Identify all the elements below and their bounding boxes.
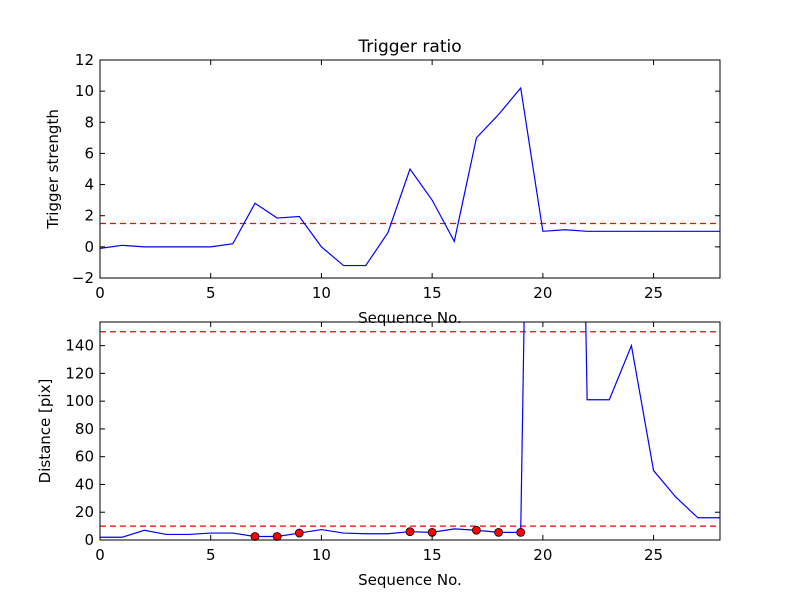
chart-2-data-point xyxy=(294,528,304,538)
chart-1-x-tick-label: 10 xyxy=(312,284,331,302)
chart-2-y-tick-label: 120 xyxy=(65,364,94,382)
chart-1-x-tick-label: 15 xyxy=(423,284,442,302)
chart-2-x-tick-label: 10 xyxy=(312,546,331,564)
chart-1-y-tick-label: 0 xyxy=(84,238,94,256)
chart-1-y-tick-label: 2 xyxy=(84,207,94,225)
chart-1-x-tick-label: 25 xyxy=(644,284,663,302)
chart-2-data-point xyxy=(516,527,526,537)
chart-2-y-tick-label: 40 xyxy=(75,475,94,493)
chart-2-frame xyxy=(99,321,721,541)
chart-1-y-tick-label: 6 xyxy=(84,144,94,162)
chart-2-x-tick-label: 5 xyxy=(206,546,216,564)
chart-2-x-tick-label: 20 xyxy=(533,546,552,564)
chart-2-ylabel: Distance [pix] xyxy=(36,379,54,484)
chart-2-x-tick-label: 25 xyxy=(644,546,663,564)
chart-2-data-point xyxy=(472,525,481,535)
chart-2-xlabel: Sequence No. xyxy=(358,571,462,589)
chart-1-y-tick-label: 4 xyxy=(84,176,94,194)
chart-2-plot-area xyxy=(100,322,720,538)
chart-2-y-tick-label: 100 xyxy=(65,392,94,410)
chart-2-y-tick-label: 80 xyxy=(75,420,94,438)
chart-2-data-point xyxy=(494,527,503,537)
chart-2-x-tick-label: 0 xyxy=(95,546,105,564)
chart-1-y-tick-label: 12 xyxy=(75,51,94,69)
chart-1-y-tick-label: 10 xyxy=(75,82,94,100)
chart-2-data-point xyxy=(405,527,415,537)
chart-1-x-tick-label: 5 xyxy=(206,284,216,302)
chart-2-y-tick-label: 0 xyxy=(84,531,94,549)
chart-2-series-line xyxy=(100,322,720,538)
chart-1-x-tick-label: 20 xyxy=(533,284,552,302)
chart-2-data-point xyxy=(250,532,260,541)
chart-1-y-tick-label: −2 xyxy=(72,269,94,287)
chart-1-x-tick-label: 0 xyxy=(95,284,105,302)
chart-1-title: Trigger ratio xyxy=(357,37,461,57)
chart-2-y-tick-label: 60 xyxy=(75,448,94,466)
chart-1-ylabel: Trigger strength xyxy=(44,109,62,230)
chart-1-y-tick-label: 8 xyxy=(84,113,94,131)
chart-2-x-tick-label: 15 xyxy=(423,546,442,564)
chart-2: 0 5 10 15 20 25 0 20 40 60 80 100 120 140 xyxy=(65,321,721,564)
chart-2-y-tick-label: 20 xyxy=(75,503,94,521)
chart-2-data-point xyxy=(272,532,282,541)
chart-1-plot-area xyxy=(100,86,720,267)
chart-1-series-line xyxy=(100,86,720,267)
chart-2-y-tick-label: 140 xyxy=(65,337,94,355)
chart-1-frame xyxy=(99,59,721,279)
chart-1-xlabel: Sequence No. xyxy=(358,309,462,327)
